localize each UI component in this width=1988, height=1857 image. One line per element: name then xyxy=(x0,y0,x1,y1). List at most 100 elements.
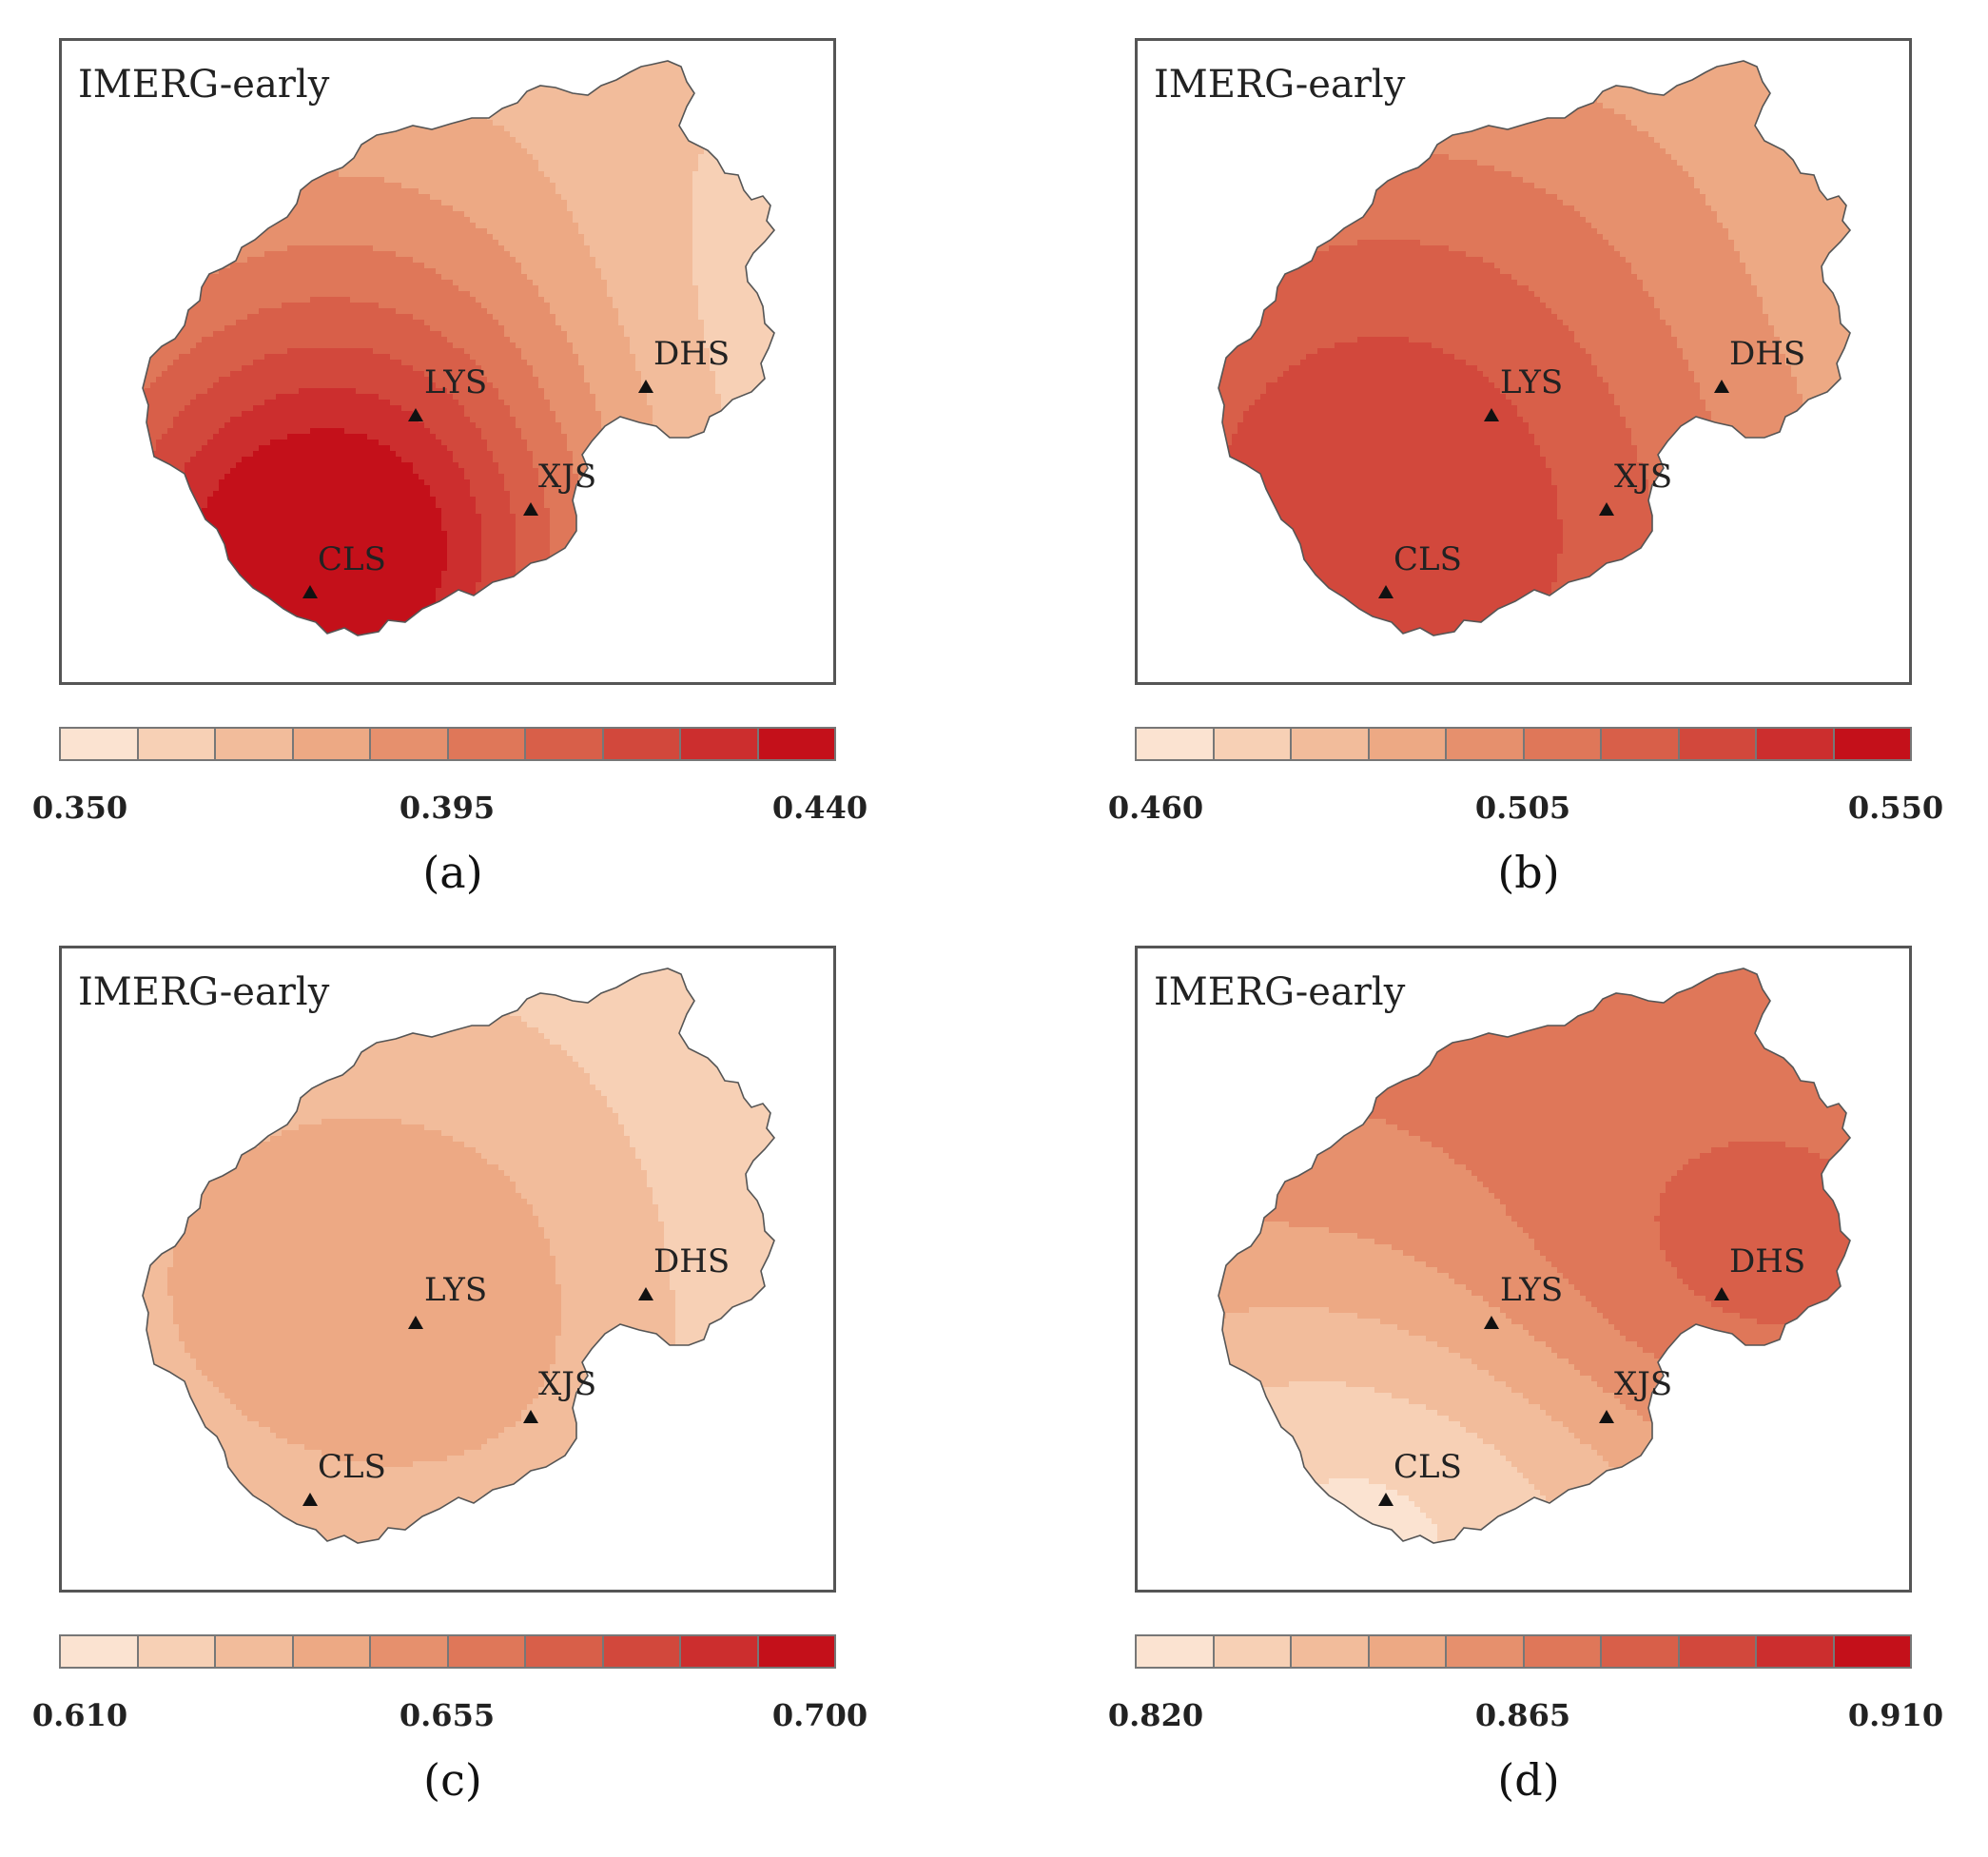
colorbar-tick-label: 0.865 xyxy=(1475,1697,1570,1733)
colorbar-swatch xyxy=(1679,1636,1757,1667)
colorbar-swatch xyxy=(371,1636,449,1667)
colorbar-swatch xyxy=(1757,1636,1835,1667)
station-marker-lys xyxy=(408,408,423,421)
station-label-lys: LYS xyxy=(1500,1271,1563,1309)
colorbar-swatch xyxy=(216,1636,294,1667)
colorbar-swatch xyxy=(681,1636,759,1667)
colorbar-swatch xyxy=(1834,729,1910,759)
colorbar-swatch xyxy=(1447,1636,1525,1667)
colorbar-tick-label: 0.820 xyxy=(1108,1697,1203,1733)
station-label-xjs: XJS xyxy=(538,1365,596,1403)
colorbar-tick-label: 0.700 xyxy=(772,1697,867,1733)
colorbar-swatch xyxy=(1137,1636,1215,1667)
colorbar-swatch xyxy=(1292,1636,1370,1667)
colorbar-swatch xyxy=(1524,729,1602,759)
colorbar-swatch xyxy=(448,1636,526,1667)
colorbar-swatch xyxy=(371,729,449,759)
colorbar xyxy=(1135,1634,1912,1669)
station-marker-lys xyxy=(1484,1316,1499,1329)
colorbar-swatch xyxy=(1292,729,1370,759)
station-marker-cls xyxy=(1378,1493,1394,1506)
map-frame: LYS DHS XJS CLS xyxy=(1135,946,1912,1593)
colorbar-swatch xyxy=(526,1636,604,1667)
colorbar-tick-label: 0.395 xyxy=(400,790,495,826)
station-marker-xjs xyxy=(1599,1410,1614,1423)
station-label-cls: CLS xyxy=(1394,1448,1462,1486)
station-marker-lys xyxy=(408,1316,423,1329)
station-label-cls: CLS xyxy=(318,1448,386,1486)
colorbar-tick-label: 0.460 xyxy=(1108,790,1203,826)
colorbar-tick-label: 0.505 xyxy=(1475,790,1570,826)
colorbar-swatch xyxy=(681,729,759,759)
colorbar-swatch xyxy=(1757,729,1835,759)
colorbar-swatch xyxy=(526,729,604,759)
colorbar-tick-label: 0.350 xyxy=(32,790,127,826)
colorbar-tick-label: 0.550 xyxy=(1848,790,1943,826)
colorbar-swatch xyxy=(1447,729,1525,759)
panel-label: (b) xyxy=(1497,847,1559,898)
colorbar-swatch xyxy=(1602,1636,1680,1667)
colorbar xyxy=(59,1634,836,1669)
colorbar-swatch xyxy=(1137,729,1215,759)
colorbar-tick-label: 0.440 xyxy=(772,790,867,826)
station-label-xjs: XJS xyxy=(1614,458,1672,496)
panel-label: (c) xyxy=(423,1754,482,1806)
colorbar-swatch xyxy=(138,1636,216,1667)
colorbar-swatch xyxy=(758,1636,834,1667)
panel-label: (d) xyxy=(1497,1754,1559,1806)
colorbar-swatch xyxy=(1602,729,1680,759)
station-marker-cls xyxy=(1378,585,1394,598)
station-marker-cls xyxy=(302,1493,318,1506)
basin-outline xyxy=(1218,60,1852,636)
colorbar-swatch xyxy=(293,729,371,759)
colorbar-swatch xyxy=(216,729,294,759)
map-frame: LYS DHS XJS CLS xyxy=(59,946,836,1593)
colorbar-swatch xyxy=(1524,1636,1602,1667)
station-marker-xjs xyxy=(523,1410,538,1423)
map-title: IMERG-early xyxy=(78,63,329,107)
station-label-dhs: DHS xyxy=(1729,335,1805,373)
colorbar xyxy=(59,727,836,761)
station-marker-dhs xyxy=(638,1287,653,1300)
station-marker-cls xyxy=(302,585,318,598)
map-title: IMERG-early xyxy=(78,970,329,1014)
colorbar-swatch xyxy=(1214,729,1292,759)
colorbar-swatch xyxy=(1679,729,1757,759)
map-title: IMERG-early xyxy=(1154,63,1405,107)
station-label-cls: CLS xyxy=(1394,540,1462,578)
colorbar-tick-label: 0.610 xyxy=(32,1697,127,1733)
station-marker-xjs xyxy=(523,502,538,516)
colorbar-swatch xyxy=(603,1636,681,1667)
basin-outline xyxy=(142,968,776,1544)
colorbar xyxy=(1135,727,1912,761)
colorbar-swatch xyxy=(61,729,139,759)
colorbar-swatch xyxy=(1369,1636,1447,1667)
colorbar-swatch xyxy=(61,1636,139,1667)
station-marker-dhs xyxy=(1714,380,1729,393)
station-label-dhs: DHS xyxy=(1729,1242,1805,1280)
colorbar-swatch xyxy=(758,729,834,759)
panel-label: (a) xyxy=(422,847,482,898)
station-label-lys: LYS xyxy=(1500,363,1563,401)
station-label-xjs: XJS xyxy=(538,458,596,496)
panel-a: LYS DHS XJS CLS IMERG-early 0.350 0.395 0.440 (a… xyxy=(32,38,1010,932)
basin-outline xyxy=(1218,968,1852,1544)
panel-b: LYS DHS XJS CLS IMERG-early 0.460 0.505 0.550 (b… xyxy=(1108,38,1988,932)
station-label-lys: LYS xyxy=(424,1271,487,1309)
station-label-xjs: XJS xyxy=(1614,1365,1672,1403)
colorbar-swatch xyxy=(1834,1636,1910,1667)
colorbar-swatch xyxy=(603,729,681,759)
colorbar-swatch xyxy=(293,1636,371,1667)
station-marker-dhs xyxy=(638,380,653,393)
station-marker-xjs xyxy=(1599,502,1614,516)
station-label-dhs: DHS xyxy=(653,1242,730,1280)
colorbar-swatch xyxy=(138,729,216,759)
station-label-lys: LYS xyxy=(424,363,487,401)
station-label-cls: CLS xyxy=(318,540,386,578)
map-frame: LYS DHS XJS CLS xyxy=(59,38,836,685)
map-title: IMERG-early xyxy=(1154,970,1405,1014)
station-marker-dhs xyxy=(1714,1287,1729,1300)
colorbar-swatch xyxy=(1369,729,1447,759)
basin-outline xyxy=(142,60,776,636)
colorbar-swatch xyxy=(448,729,526,759)
